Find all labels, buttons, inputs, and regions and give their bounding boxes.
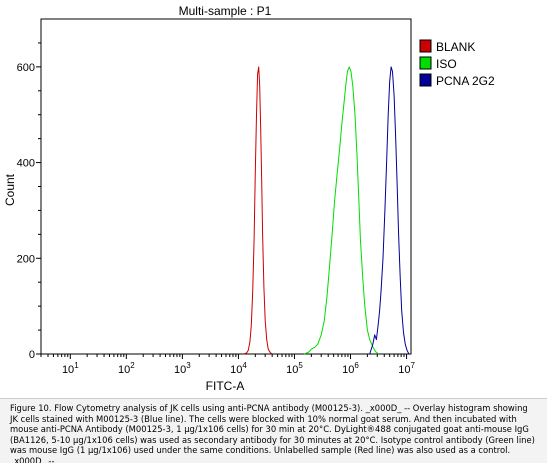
x-tick-label-5: 106	[342, 361, 359, 376]
legend-swatch-0	[419, 39, 432, 53]
x-tick-label-1: 102	[118, 361, 135, 376]
legend-label-2: PCNA 2G2	[436, 74, 495, 88]
flow-cytometry-histogram: Multi-sample : P1 Count FITC-A 0 200 400 60…	[3, 4, 495, 393]
chart-title: Multi-sample : P1	[179, 4, 272, 18]
axes-group: 0 200 400 600 101 102 103 104 105 106 107	[17, 42, 415, 376]
x-tick-label-2: 103	[174, 361, 191, 376]
y-tick-label-3: 600	[17, 62, 35, 74]
y-tick-label-1: 200	[17, 253, 35, 265]
y-tick-label-0: 0	[29, 349, 35, 361]
legend-swatch-2	[419, 73, 432, 87]
series-line-2	[369, 66, 410, 355]
plot-area	[40, 18, 412, 355]
legend: BLANK ISO PCNA 2G2	[419, 39, 495, 88]
x-axis-title: FITC-A	[206, 379, 245, 393]
series-line-0	[243, 66, 273, 355]
series-group	[243, 66, 410, 355]
plot-frame	[40, 18, 412, 355]
legend-label-0: BLANK	[436, 40, 475, 54]
legend-label-1: ISO	[436, 57, 457, 71]
x-tick-label-3: 104	[230, 361, 247, 376]
figure-caption: Figure 10. Flow Cytometry analysis of JK…	[0, 398, 547, 463]
y-axis-title: Count	[3, 173, 17, 206]
x-tick-label-4: 105	[286, 361, 303, 376]
series-line-1	[304, 66, 380, 355]
legend-swatch-1	[419, 56, 432, 70]
x-tick-label-0: 101	[62, 361, 79, 376]
y-tick-label-2: 400	[17, 158, 35, 170]
x-tick-label-6: 107	[398, 361, 415, 376]
